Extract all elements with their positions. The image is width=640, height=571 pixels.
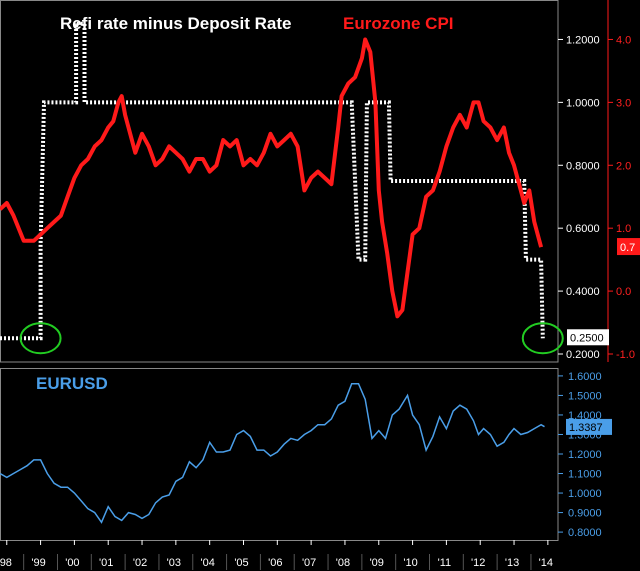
x-tick-label: '02 <box>133 557 147 569</box>
cpi-tick-label: 3.0 <box>616 97 631 109</box>
eurusd-tick-label: 1.2000 <box>568 449 602 461</box>
cpi-series-title: Eurozone CPI <box>343 14 454 33</box>
refi-tick-label: 0.8000 <box>566 160 600 172</box>
x-tick-label: '01 <box>99 557 113 569</box>
x-tick-label: '07 <box>302 557 316 569</box>
x-tick-label: '09 <box>370 557 384 569</box>
refi-tick-label: 0.6000 <box>566 223 600 235</box>
eurusd-last-value: 1.3387 <box>569 422 603 434</box>
x-tick-label: '08 <box>336 557 350 569</box>
eurusd-tick-label: 1.6000 <box>568 371 602 383</box>
x-tick-label: '11 <box>438 557 452 569</box>
eurusd-last-badge <box>566 418 612 435</box>
x-tick-label: '06 <box>268 557 282 569</box>
x-tick-label: '03 <box>167 557 181 569</box>
eurusd-series-title: EURUSD <box>36 374 108 393</box>
refi-tick-label: 1.0000 <box>566 97 600 109</box>
refi-last-value: 0.2500 <box>570 332 604 344</box>
cpi-tick-label: 0.0 <box>616 286 631 298</box>
label-layer: Refi rate minus Deposit Rate Eurozone CP… <box>36 14 454 393</box>
cpi-tick-label: -1.0 <box>616 349 635 361</box>
cpi-tick-label: 2.0 <box>616 160 631 172</box>
x-tick-label: '13 <box>505 557 519 569</box>
eurusd-tick-label: 1.0000 <box>568 488 602 500</box>
x-tick-label: '04 <box>201 557 215 569</box>
refi-series-line <box>0 21 545 341</box>
x-tick-label: '98 <box>0 557 12 569</box>
refi-tick-label: 0.4000 <box>566 286 600 298</box>
upper-panel-frame <box>0 0 559 363</box>
cpi-tick-label: 4.0 <box>616 34 631 46</box>
refi-last-badge <box>567 329 609 346</box>
refi-tick-label: 1.2000 <box>566 34 600 46</box>
refi-series-title: Refi rate minus Deposit Rate <box>60 14 291 33</box>
eurusd-tick-label: 0.8000 <box>568 527 602 539</box>
cpi-last-value: 0.7 <box>620 242 635 254</box>
series-layer: 0.2500 0.7 1.3387 <box>0 21 640 524</box>
x-tick-label: '14 <box>539 557 553 569</box>
highlight-circle <box>521 322 564 355</box>
x-tick-label: '12 <box>471 557 485 569</box>
eurusd-series-line <box>0 382 545 524</box>
cpi-last-badge <box>617 238 640 256</box>
x-tick-label: '00 <box>65 557 79 569</box>
refi-tick-label: 0.2000 <box>566 349 600 361</box>
cpi-series-line <box>0 37 544 319</box>
eurusd-tick-label: 1.1000 <box>568 469 602 481</box>
x-tick-label: '05 <box>234 557 248 569</box>
eurusd-tick-label: 1.5000 <box>568 390 602 402</box>
cpi-tick-label: 1.0 <box>616 223 631 235</box>
x-tick-label: '99 <box>31 557 45 569</box>
highlight-circle <box>19 322 62 355</box>
x-tick-label: '10 <box>403 557 417 569</box>
eurusd-tick-label: 0.9000 <box>568 508 602 520</box>
